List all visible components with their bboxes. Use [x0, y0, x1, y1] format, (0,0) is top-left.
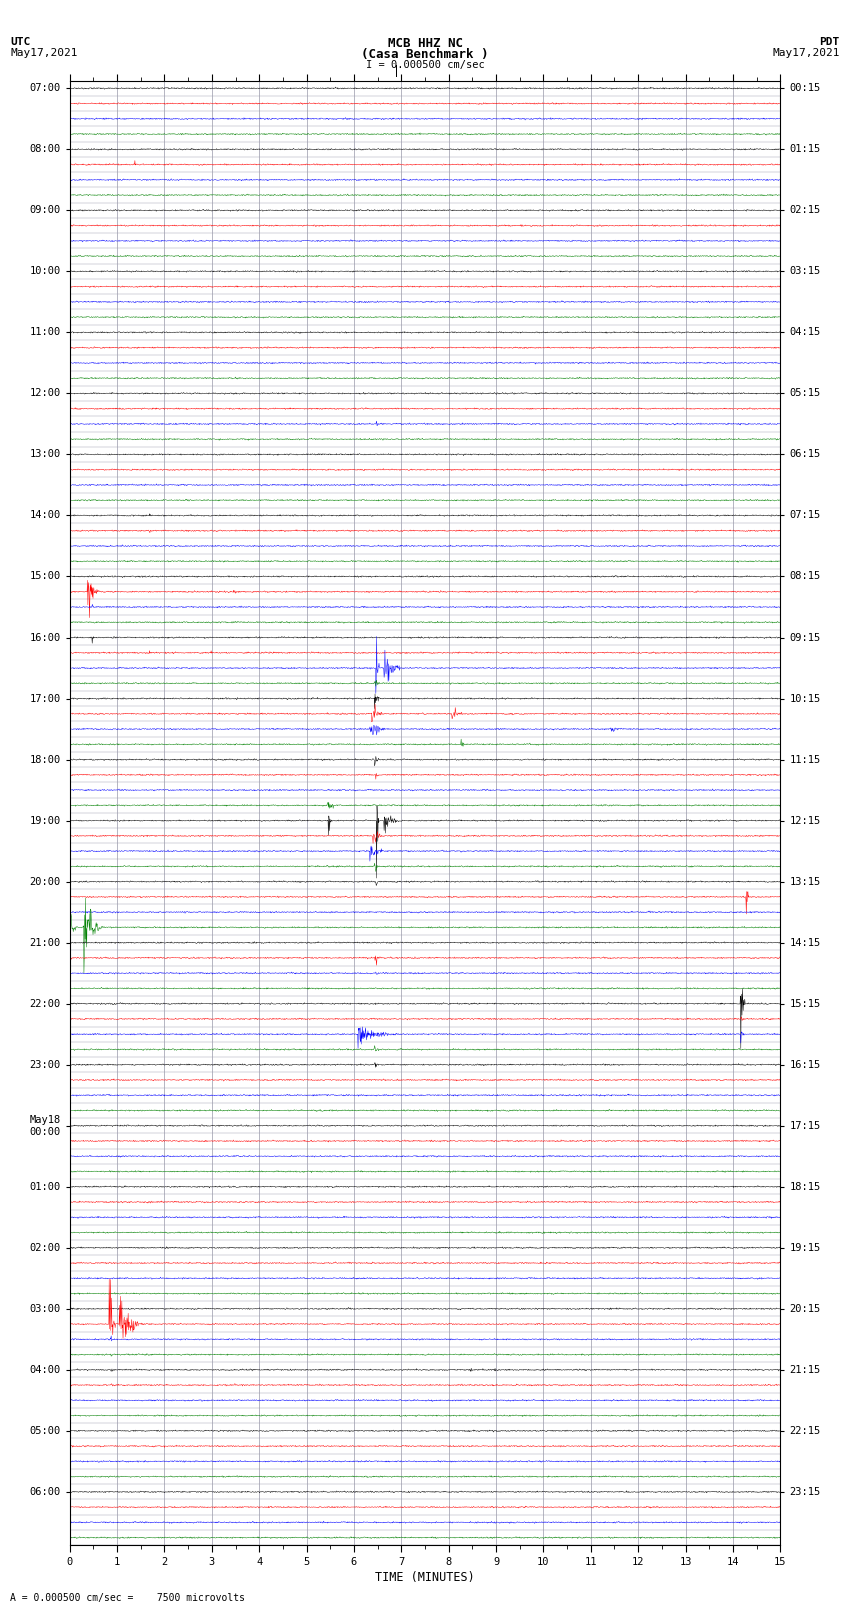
Text: I = 0.000500 cm/sec: I = 0.000500 cm/sec — [366, 60, 484, 69]
Text: (Casa Benchmark ): (Casa Benchmark ) — [361, 48, 489, 61]
Text: May17,2021: May17,2021 — [10, 48, 77, 58]
Text: A = 0.000500 cm/sec =    7500 microvolts: A = 0.000500 cm/sec = 7500 microvolts — [10, 1594, 245, 1603]
Text: May17,2021: May17,2021 — [773, 48, 840, 58]
Text: PDT: PDT — [819, 37, 840, 47]
Text: UTC: UTC — [10, 37, 31, 47]
X-axis label: TIME (MINUTES): TIME (MINUTES) — [375, 1571, 475, 1584]
Text: MCB HHZ NC: MCB HHZ NC — [388, 37, 462, 50]
